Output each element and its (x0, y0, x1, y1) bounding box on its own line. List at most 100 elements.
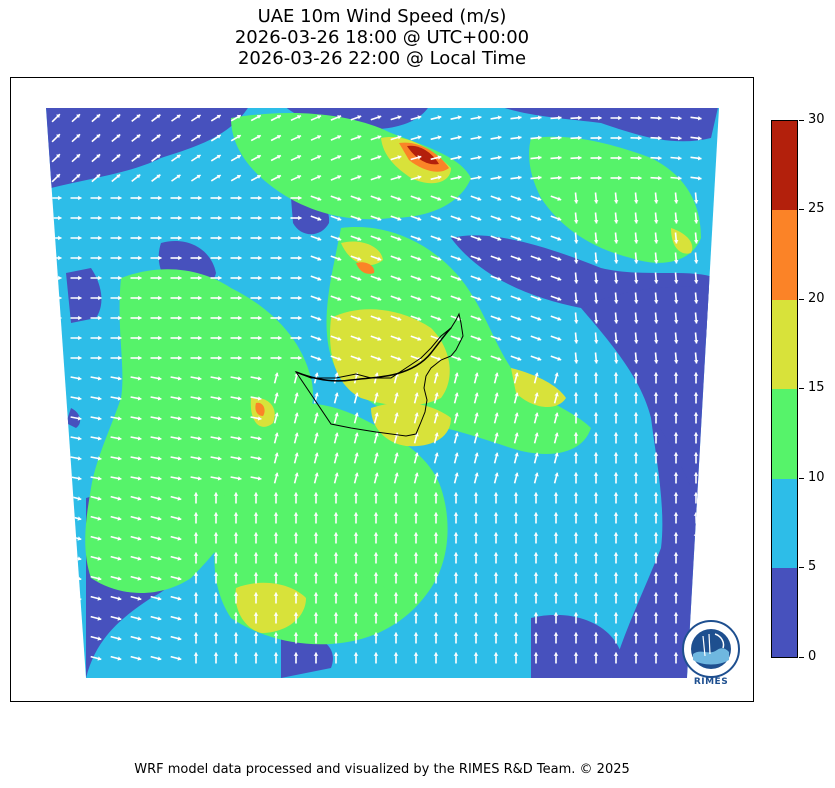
wind-arrow-head (97, 436, 102, 441)
wind-arrow-head (333, 652, 339, 656)
wind-arrow-head (158, 255, 162, 261)
wind-arrow-head (457, 155, 462, 160)
wind-arrow-head (258, 315, 262, 321)
wind-arrow-head (177, 456, 182, 461)
wind-arrow-head (233, 552, 239, 556)
wind-arrow-head (198, 255, 202, 261)
wind-arrow-head (337, 175, 342, 180)
wind-arrow-head (377, 236, 382, 241)
wind-arrow (50, 655, 62, 661)
wind-arrow-head (653, 592, 659, 596)
wind-arrow-head (513, 612, 519, 616)
wind-arrow-head (238, 335, 242, 341)
wind-arrow-head (473, 612, 479, 616)
wind-arrow-head (653, 572, 659, 576)
wind-arrow-head (653, 260, 659, 264)
wind-arrow-head (273, 652, 279, 656)
wind-arrow-head (334, 412, 339, 417)
wind-arrow-head (578, 115, 582, 121)
wind-arrow-head (236, 134, 241, 139)
wind-arrow-head (238, 315, 242, 321)
map-title: UAE 10m Wind Speed (m/s) 2026-03-26 18:0… (10, 6, 754, 69)
wind-arrow-head (177, 616, 182, 621)
wind-arrow-head (437, 296, 442, 301)
wind-arrow-head (618, 115, 622, 121)
wind-arrow-head (198, 195, 202, 201)
wind-arrow-head (573, 512, 579, 516)
wind-arrow-head (357, 175, 362, 180)
wind-arrow-head (58, 215, 62, 221)
wind-arrow-head (57, 616, 62, 621)
wind-arrow-head (653, 552, 659, 556)
wind-arrow-head (397, 236, 402, 241)
wind-arrow-head (537, 296, 542, 301)
wind-arrow-head (693, 552, 699, 556)
wind-arrow-head (193, 632, 199, 636)
wind-arrow-head (497, 216, 502, 221)
wind-arrow-head (294, 392, 299, 397)
wind-arrow-head (453, 592, 459, 596)
wind-arrow (50, 396, 62, 400)
wind-arrow-head (177, 516, 182, 521)
wind-arrow-head (417, 155, 422, 160)
wind-arrow-head (117, 576, 122, 581)
wind-arrow-head (57, 416, 62, 421)
wind-arrow-head (477, 175, 482, 180)
wind-arrow-head (274, 472, 279, 477)
wind-arrow-head (177, 656, 182, 661)
wind-arrow-head (97, 656, 102, 661)
wind-arrow-head (517, 356, 522, 361)
wind-arrow-head (678, 135, 682, 141)
wind-arrow-head (553, 592, 559, 596)
wind-arrow-head (593, 592, 599, 596)
wind-arrow (50, 416, 62, 420)
wind-arrow-head (693, 372, 699, 376)
wind-arrow-head (317, 236, 322, 241)
wind-arrow-head (334, 432, 339, 437)
wind-arrow-head (96, 134, 101, 139)
wind-arrow-head (97, 576, 102, 581)
wind-arrow-head (333, 512, 339, 516)
wind-arrow-head (98, 195, 102, 201)
wind-arrow-head (673, 372, 679, 376)
wind-arrow-head (633, 340, 639, 344)
wind-arrow-head (257, 436, 262, 441)
wind-arrow-head (537, 356, 542, 361)
wind-arrow-head (253, 592, 259, 596)
wind-arrow-head (117, 516, 122, 521)
wind-arrow-head (633, 240, 639, 244)
wind-arrow-head (693, 472, 699, 476)
wind-arrow-head (477, 276, 482, 281)
wind-arrow-head (373, 512, 379, 516)
wind-arrow-head (558, 175, 562, 181)
wind-arrow-head (554, 372, 559, 377)
wind-arrow-head (454, 372, 459, 377)
wind-arrow-head (593, 220, 599, 224)
wind-arrow-head (157, 376, 162, 381)
wind-arrow-head (397, 256, 402, 261)
wind-arrow-head (517, 336, 522, 341)
wind-arrow-head (297, 175, 301, 180)
wind-arrow-head (333, 632, 339, 636)
wind-arrow-head (613, 612, 619, 616)
wind-arrow-head (78, 335, 82, 341)
wind-arrow (70, 655, 82, 661)
wind-arrow-head (573, 472, 579, 476)
wind-arrow-head (177, 416, 182, 421)
wind-arrow-head (98, 355, 102, 361)
wind-arrow-head (237, 416, 242, 421)
wind-arrow-head (117, 476, 122, 481)
wind-speed-fill (46, 108, 719, 678)
wind-arrow-head (573, 240, 579, 244)
wind-arrow-head (337, 135, 342, 140)
wind-arrow (50, 575, 62, 581)
wind-arrow-head (653, 612, 659, 616)
wind-arrow-head (136, 174, 141, 179)
wind-arrow-head (433, 652, 439, 656)
wind-arrow-head (593, 572, 599, 576)
wind-arrow-head (417, 216, 422, 221)
wind-arrow-head (137, 416, 142, 421)
wind-arrow-head (313, 492, 319, 496)
wind-arrow-head (117, 456, 122, 461)
wind-arrow-head (158, 295, 162, 301)
